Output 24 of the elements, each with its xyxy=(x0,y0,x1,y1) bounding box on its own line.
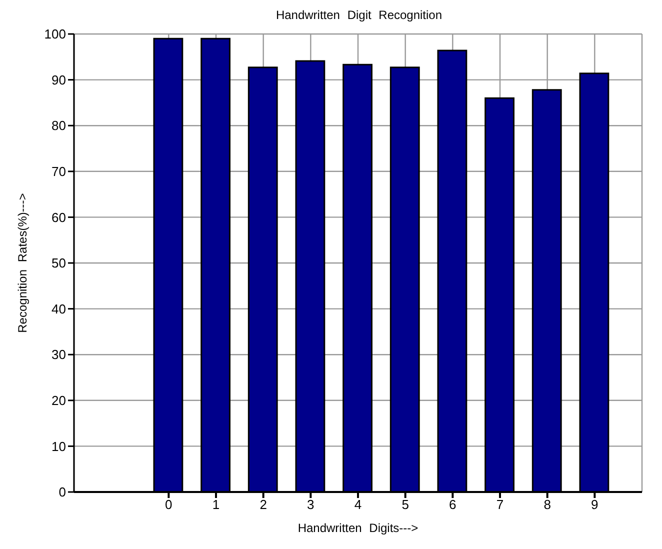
y-tick-label: 100 xyxy=(44,26,66,42)
y-tick-label: 30 xyxy=(52,347,66,362)
y-tick-label: 60 xyxy=(52,210,66,225)
x-axis-title: Handwritten Digits---> xyxy=(298,521,418,535)
y-tick-label: 10 xyxy=(52,438,66,454)
x-tick-label: 3 xyxy=(307,497,314,512)
x-tick-label: 9 xyxy=(591,497,598,512)
y-tick-label: 20 xyxy=(52,393,66,408)
x-tick-label: 7 xyxy=(496,497,504,512)
x-tick-label: 2 xyxy=(260,497,267,512)
y-axis-title: Recognition Rates(%)---> xyxy=(15,193,30,333)
y-tick-label: 50 xyxy=(52,256,66,271)
x-tick-label: 6 xyxy=(449,497,456,512)
y-tick-label: 70 xyxy=(52,164,66,180)
y-tick-label: 80 xyxy=(52,118,66,134)
y-tick-label: 40 xyxy=(52,301,66,316)
x-tick-label: 4 xyxy=(354,497,362,512)
y-tick-label: 90 xyxy=(52,72,66,88)
chart-title: Handwritten Digit Recognition xyxy=(274,8,444,24)
x-tick-label: 0 xyxy=(165,497,172,512)
y-tick-label: 0 xyxy=(58,484,66,500)
x-tick-label: 1 xyxy=(212,497,220,512)
x-tick-label: 5 xyxy=(402,497,409,512)
x-tick-label: 8 xyxy=(544,497,551,512)
